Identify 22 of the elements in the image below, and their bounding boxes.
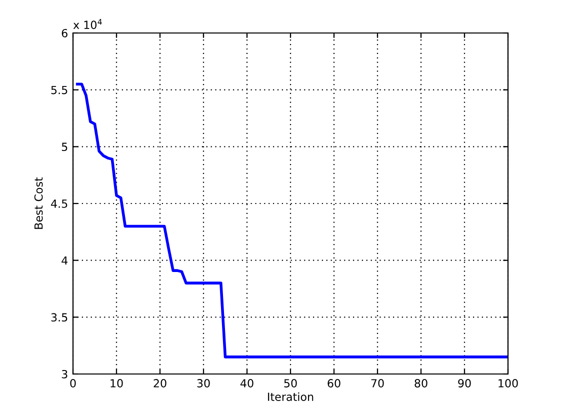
y-tick-label: 5.5 — [51, 86, 68, 94]
y-tick-label: 3 — [62, 370, 68, 378]
y-tick-label: 4.5 — [51, 200, 68, 208]
x-tick-label: 40 — [240, 379, 254, 388]
y-axis-title: Best Cost — [34, 177, 43, 229]
y-tick-label: 6 — [62, 28, 68, 38]
x-tick-label: 10 — [110, 379, 123, 388]
y-tick-label: 5 — [62, 142, 68, 152]
x-tick-label: 90 — [458, 379, 471, 388]
x-tick-label: 50 — [284, 379, 297, 388]
x-tick-label: 0 — [70, 379, 76, 388]
x-tick-label: 30 — [197, 379, 210, 388]
x-tick-label: 100 — [498, 379, 518, 388]
line-series — [76, 82, 508, 358]
x-tick-label: 20 — [154, 379, 166, 388]
y-tick-label: 4 — [62, 256, 68, 265]
x-tick-label: 70 — [371, 379, 384, 388]
text: x 10$^{4}$ — [73, 18, 102, 30]
x-tick-label: 60 — [328, 379, 340, 388]
x-axis-title: Iteration — [268, 392, 314, 401]
x-tick-label: 80 — [414, 379, 428, 388]
y-tick-label: 3.5 — [51, 313, 68, 322]
